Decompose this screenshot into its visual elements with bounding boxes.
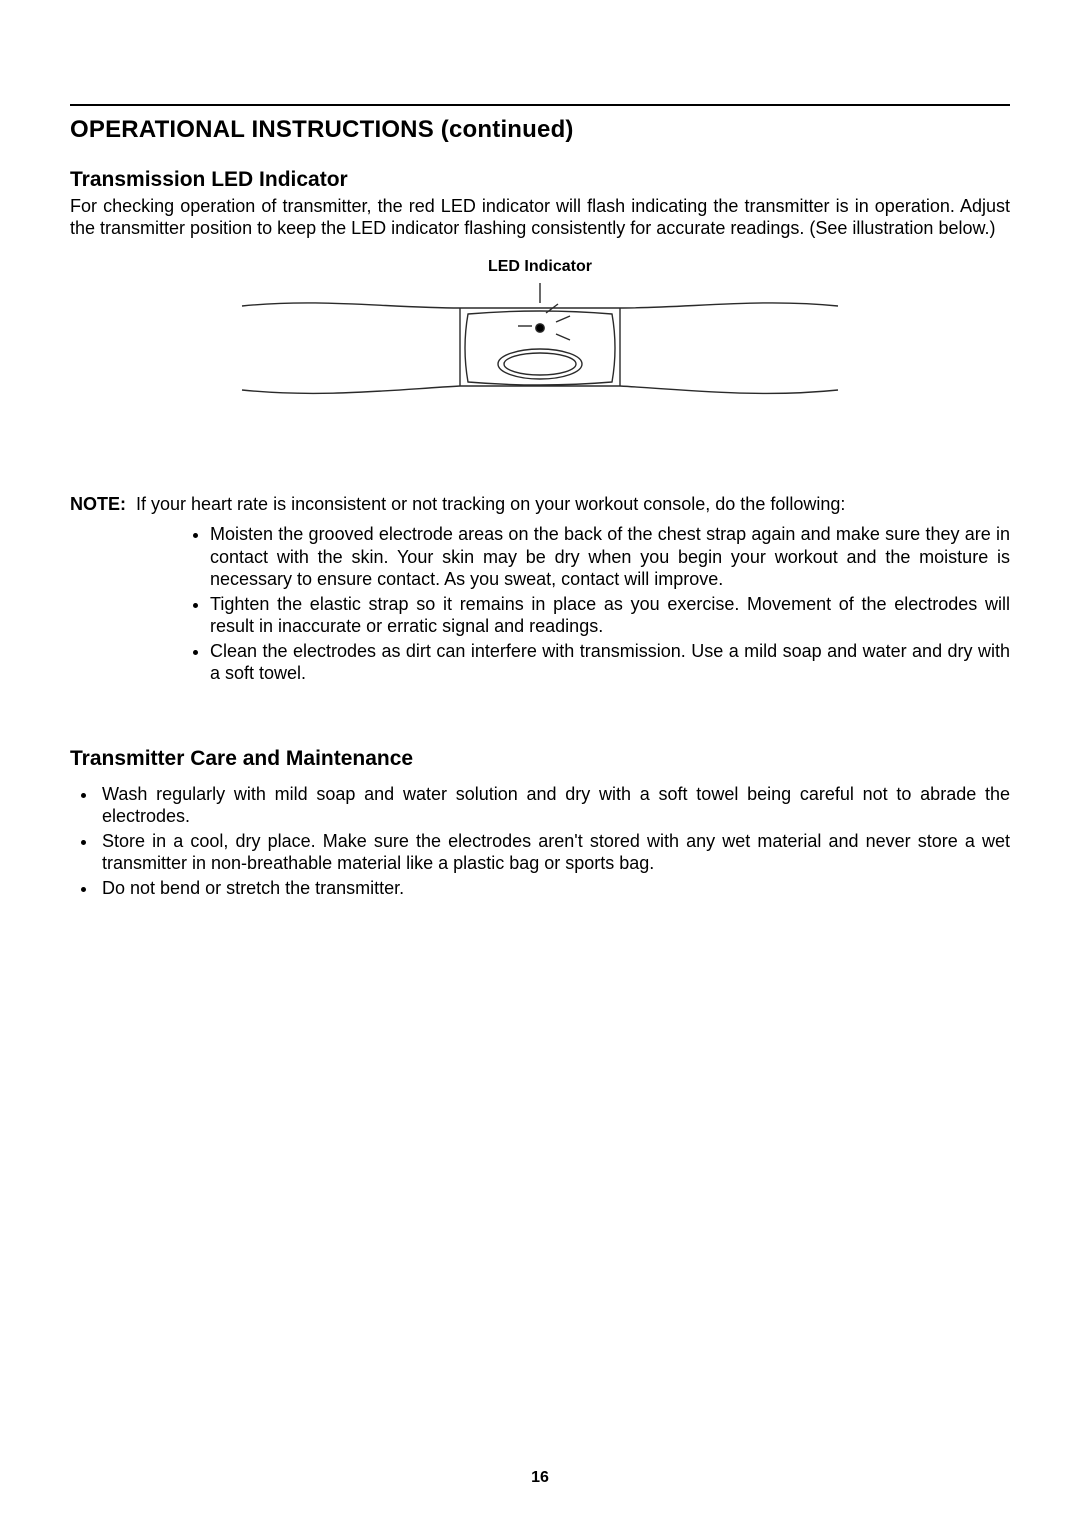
list-item: Store in a cool, dry place. Make sure th… [98,830,1010,875]
care-bullet-list: Wash regularly with mild soap and water … [70,783,1010,900]
list-item: Moisten the grooved electrode areas on t… [210,523,1010,591]
page: OPERATIONAL INSTRUCTIONS (continued) Tra… [0,0,1080,1527]
list-item: Clean the electrodes as dirt can interfe… [210,640,1010,685]
note-bullet-list: Moisten the grooved electrode areas on t… [190,523,1010,685]
subsection-heading-care: Transmitter Care and Maintenance [70,747,1010,771]
figure-container: LED Indicator [70,258,1010,413]
note-label: NOTE: [70,493,136,516]
horizontal-rule [70,104,1010,106]
page-number: 16 [0,1469,1080,1487]
figure-label: LED Indicator [240,258,840,276]
transmitter-figure: LED Indicator [240,258,840,413]
list-item: Do not bend or stretch the transmitter. [98,877,1010,900]
note-lead-text: If your heart rate is inconsistent or no… [136,493,845,516]
subsection-heading-led: Transmission LED Indicator [70,168,1010,192]
led-paragraph: For checking operation of transmitter, t… [70,196,1010,240]
transmitter-svg [240,278,840,408]
list-item: Tighten the elastic strap so it remains … [210,593,1010,638]
note-row: NOTE: If your heart rate is inconsistent… [70,493,1010,516]
section-heading: OPERATIONAL INSTRUCTIONS (continued) [70,116,1010,144]
list-item: Wash regularly with mild soap and water … [98,783,1010,828]
